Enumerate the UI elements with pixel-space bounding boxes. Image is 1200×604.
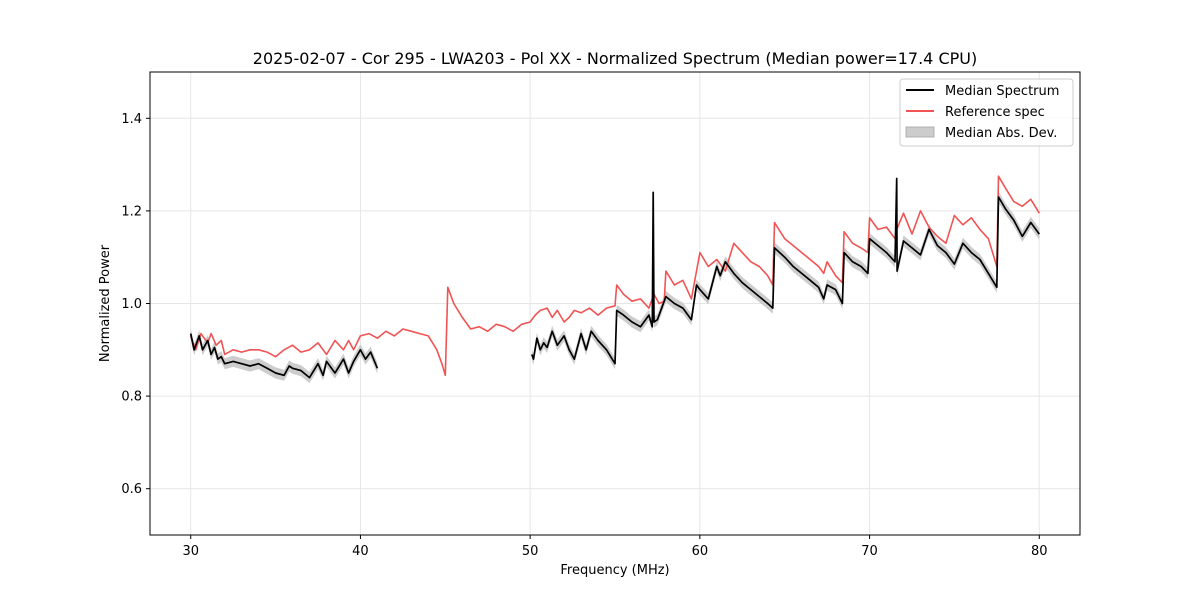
x-tick-label: 60 — [692, 544, 709, 559]
y-ticks: 0.6 0.8 1.0 1.2 1.4 — [121, 112, 150, 497]
median-layer — [189, 177, 1040, 379]
y-tick-label: 0.6 — [121, 482, 142, 497]
mad-band-layer — [190, 172, 1040, 384]
median-spectrum-line — [531, 177, 1040, 365]
y-tick-label: 1.2 — [121, 204, 142, 219]
legend-label-median: Median Spectrum — [945, 84, 1059, 99]
x-ticks: 30 40 50 60 70 80 — [182, 535, 1048, 559]
chart-title: 2025-02-07 - Cor 295 - LWA203 - Pol XX -… — [253, 49, 977, 68]
y-tick-label: 0.8 — [121, 390, 142, 405]
legend: Median Spectrum Reference spec Median Ab… — [899, 78, 1074, 147]
y-tick-label: 1.0 — [121, 297, 142, 312]
x-axis-label: Frequency (MHz) — [560, 563, 669, 578]
reference-layer — [189, 175, 1040, 377]
reference-spectrum-line — [189, 175, 1040, 377]
legend-box — [899, 78, 1074, 147]
mad-band — [190, 328, 378, 384]
y-tick-label: 1.4 — [121, 112, 142, 127]
x-tick-label: 30 — [182, 544, 199, 559]
x-tick-label: 80 — [1031, 544, 1048, 559]
x-tick-label: 70 — [861, 544, 878, 559]
legend-swatch-mad — [905, 126, 935, 138]
mad-band — [531, 172, 1040, 370]
legend-label-mad: Median Abs. Dev. — [945, 126, 1057, 141]
x-tick-label: 50 — [522, 544, 539, 559]
median-spectrum-line — [189, 333, 379, 379]
legend-label-reference: Reference spec — [945, 105, 1045, 120]
x-tick-label: 40 — [352, 544, 369, 559]
y-axis-label: Normalized Power — [98, 244, 113, 362]
